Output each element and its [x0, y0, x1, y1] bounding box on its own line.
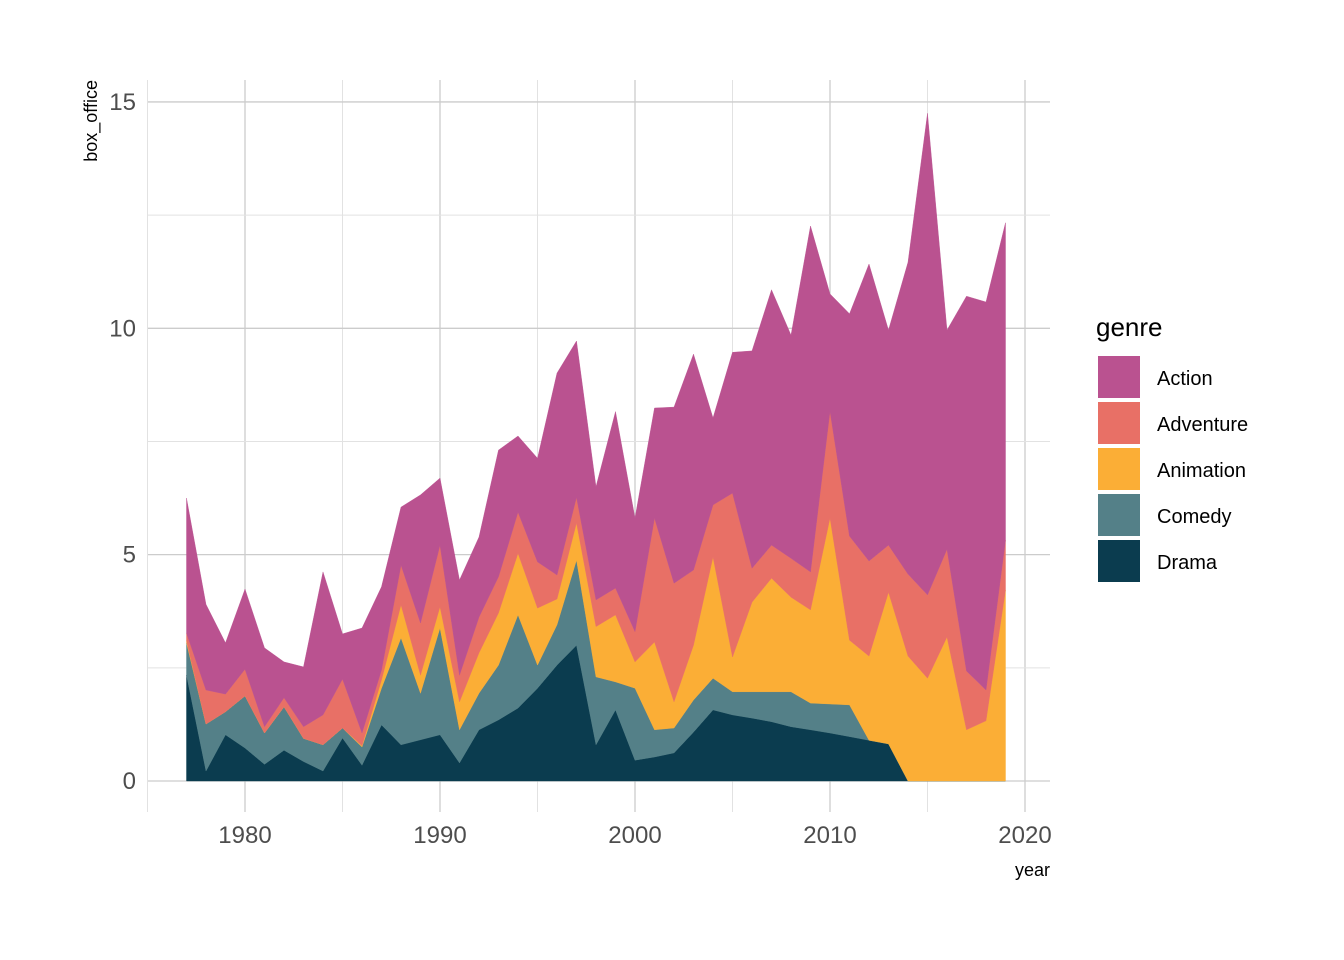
area-action: [186, 113, 1006, 734]
x-tick-label: 1980: [218, 822, 271, 849]
legend-label: Comedy: [1157, 506, 1231, 528]
x-tick-label: 1990: [413, 822, 466, 849]
legend-label: Action: [1157, 368, 1213, 390]
y-axis-ticks: 0 5 10 15: [109, 89, 136, 795]
y-tick-label: 0: [123, 768, 136, 795]
legend-swatch: [1098, 402, 1140, 444]
legend-title: genre: [1096, 312, 1163, 342]
legend-item-animation: Animation: [1098, 448, 1246, 490]
legend-swatch: [1098, 356, 1140, 398]
legend-item-action: Action: [1098, 356, 1213, 398]
legend: genre Action Adventure Animation Comedy Dram…: [1096, 312, 1248, 582]
legend-label: Adventure: [1157, 414, 1248, 436]
y-axis-title: box_office: [81, 80, 102, 162]
y-tick-label: 5: [123, 542, 136, 569]
legend-swatch: [1098, 540, 1140, 582]
x-tick-label: 2000: [608, 822, 661, 849]
legend-item-drama: Drama: [1098, 540, 1218, 582]
legend-label: Animation: [1157, 460, 1246, 482]
legend-swatch: [1098, 494, 1140, 536]
x-axis-ticks: 1980 1990 2000 2010 2020: [218, 822, 1051, 849]
legend-label: Drama: [1157, 552, 1218, 574]
y-tick-label: 15: [109, 89, 136, 116]
x-tick-label: 2020: [998, 822, 1051, 849]
legend-item-comedy: Comedy: [1098, 494, 1231, 536]
y-tick-label: 10: [109, 315, 136, 342]
areas: [186, 113, 1006, 782]
x-axis-title: year: [1015, 860, 1050, 880]
x-tick-label: 2010: [803, 822, 856, 849]
legend-item-adventure: Adventure: [1098, 402, 1248, 444]
legend-swatch: [1098, 448, 1140, 490]
